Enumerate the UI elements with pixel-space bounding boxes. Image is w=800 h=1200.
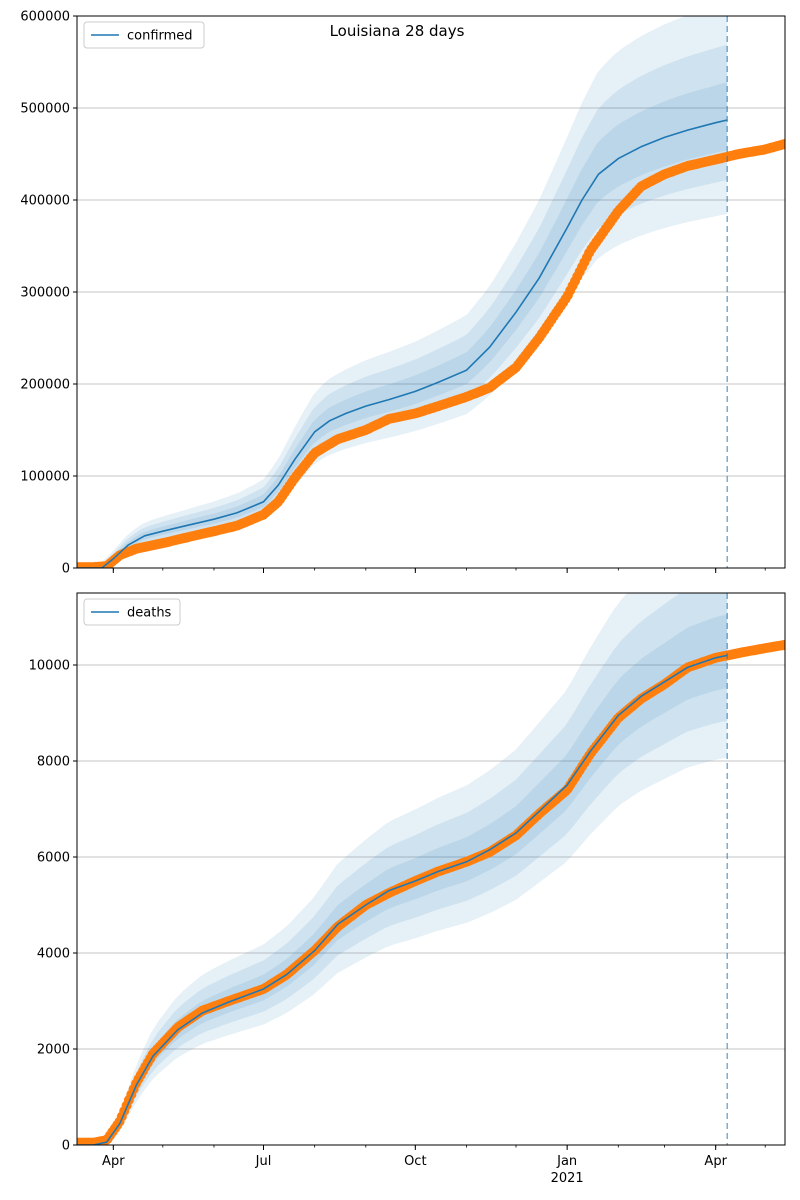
legend: confirmed bbox=[83, 21, 205, 49]
model-line bbox=[77, 654, 728, 1145]
y-tick-label: 2000 bbox=[37, 1043, 70, 1058]
legend-label: deaths bbox=[127, 606, 172, 621]
observed-points bbox=[77, 138, 785, 568]
legend-label: confirmed bbox=[127, 29, 193, 44]
y-tick-label: 400000 bbox=[20, 194, 70, 209]
axes-frame bbox=[76, 592, 786, 1146]
y-tick-label: 300000 bbox=[20, 286, 70, 301]
legend-box bbox=[83, 21, 205, 49]
confirmed-panel: 0 100000 200000 300000 400000 500000 600000 con… bbox=[20, 10, 786, 577]
x-tick-label: Jan bbox=[556, 1154, 577, 1169]
observed-point bbox=[780, 138, 785, 149]
y-tick-label: 6000 bbox=[37, 851, 70, 866]
plot-area bbox=[77, 16, 785, 568]
x-tick-sublabel: 2021 bbox=[551, 1171, 584, 1186]
y-tick-label: 8000 bbox=[37, 755, 70, 770]
uncertainty-band bbox=[77, 593, 728, 1145]
x-tick-label: Apr bbox=[102, 1154, 125, 1169]
x-tick-label: Oct bbox=[404, 1154, 426, 1169]
uncertainty-band bbox=[77, 82, 728, 568]
y-tick-label: 200000 bbox=[20, 378, 70, 393]
y-tick-label: 100000 bbox=[20, 470, 70, 485]
legend: deaths bbox=[83, 598, 181, 626]
uncertainty-band bbox=[77, 16, 728, 568]
uncertainty-band bbox=[77, 593, 728, 1145]
legend-box bbox=[83, 598, 181, 626]
x-tick-label: Jul bbox=[255, 1154, 272, 1169]
plot-area bbox=[77, 593, 785, 1145]
model-line bbox=[77, 119, 728, 568]
y-tick-label: 4000 bbox=[37, 947, 70, 962]
y-tick-label: 0 bbox=[62, 1139, 70, 1154]
y-tick-label: 600000 bbox=[20, 10, 70, 25]
y-tick-label: 500000 bbox=[20, 102, 70, 117]
deaths-panel: 0 2000 4000 6000 8000 10000 Apr Jul Oct Jan 2021 Ap… bbox=[29, 592, 786, 1186]
chart-title: Louisiana 28 days bbox=[330, 22, 465, 40]
x-tick-label: Apr bbox=[704, 1154, 727, 1169]
y-tick-label: 0 bbox=[62, 562, 70, 577]
uncertainty-band bbox=[77, 614, 728, 1145]
observed-point bbox=[780, 639, 785, 650]
y-tick-label: 10000 bbox=[29, 659, 70, 674]
uncertainty-band bbox=[77, 44, 728, 568]
